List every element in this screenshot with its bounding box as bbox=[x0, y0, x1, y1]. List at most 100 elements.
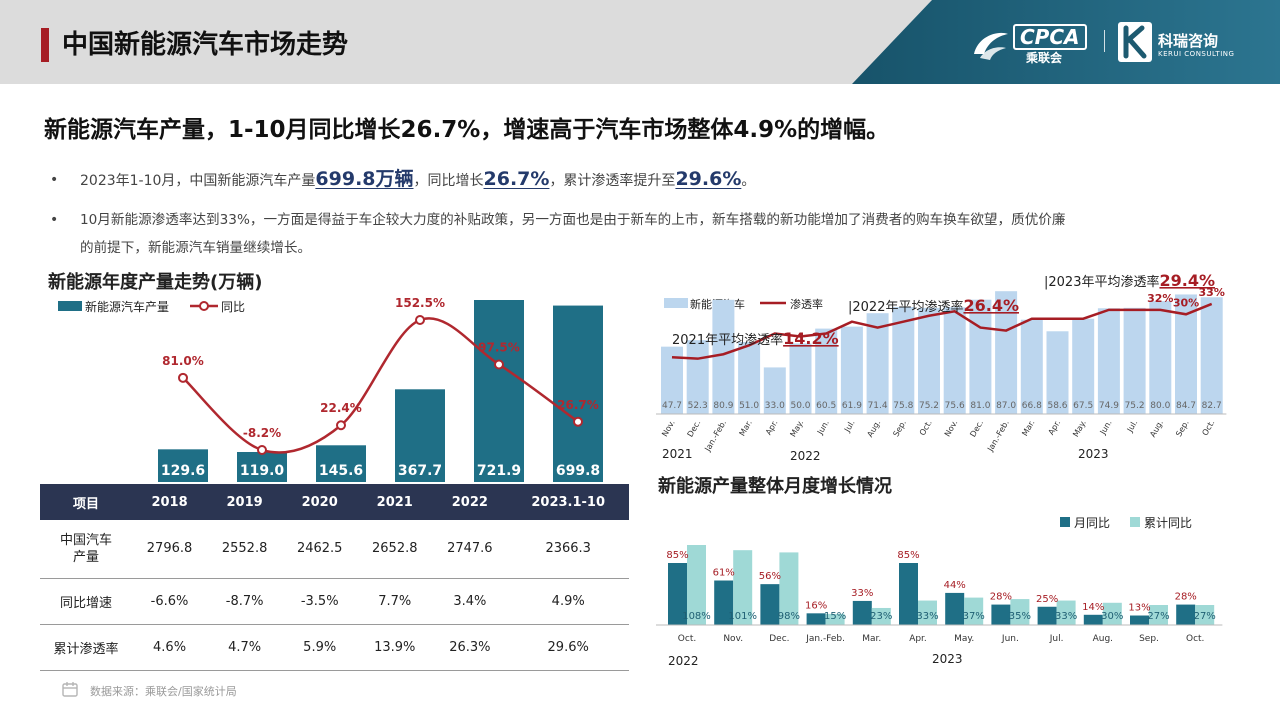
month-yoy-label: 61% bbox=[713, 568, 735, 579]
table-header: 项目 bbox=[40, 484, 132, 520]
nev-bar-label: 74.9 bbox=[1099, 401, 1119, 411]
month-yoy-label: 13% bbox=[1128, 603, 1150, 614]
production-bar-label: 367.7 bbox=[398, 463, 442, 479]
month-yoy-label: 14% bbox=[1082, 602, 1104, 613]
month-tick-label: Aug. bbox=[1093, 634, 1113, 644]
nev-bar-label: 47.7 bbox=[662, 401, 682, 411]
cumulative-yoy-label: 37% bbox=[963, 611, 985, 622]
nev-bar bbox=[1175, 294, 1197, 414]
annual-chart-title: 新能源年度产量走势(万辆) bbox=[48, 272, 263, 293]
bullet-1-part: ，同比增长 bbox=[413, 173, 484, 189]
bullet-dot: • bbox=[50, 212, 59, 228]
bullet-1-part: ，累计渗透率提升至 bbox=[549, 173, 676, 189]
monthly-penetration-chart: 新能源汽车渗透率47.7Nov.52.3Dec.80.9Jan.-Feb.51.… bbox=[656, 272, 1227, 462]
month-tick-label: Jun. bbox=[1001, 634, 1019, 644]
month-tick-label: Oct. bbox=[1200, 419, 1216, 438]
yoy-label: 26.7% bbox=[557, 398, 599, 412]
month-yoy-bar bbox=[714, 580, 734, 625]
table-cell: 13.9% bbox=[357, 624, 433, 671]
month-tick-label: Mar. bbox=[862, 634, 881, 644]
table-header: 2021 bbox=[357, 484, 433, 520]
nev-bar-label: 75.8 bbox=[893, 401, 913, 411]
avg-penetration-2023: |2023年平均渗透率29.4% bbox=[1044, 272, 1215, 290]
month-tick-label: Jun. bbox=[815, 419, 831, 437]
production-bar bbox=[474, 300, 524, 482]
month-yoy-label: 44% bbox=[944, 580, 966, 591]
nev-bar bbox=[1200, 297, 1223, 414]
table-cell: 5.9% bbox=[282, 624, 358, 671]
year-label: 2021 bbox=[662, 447, 693, 461]
month-yoy-bar bbox=[1176, 604, 1196, 625]
table-header-row: 项目 2018 2019 2020 2021 2022 2023.1-10 bbox=[40, 484, 629, 520]
highlight-penetration: 29.6% bbox=[675, 168, 742, 190]
bullet-2-line-1: 10月新能源渗透率达到33%，一方面是得益于车企较大力度的补贴政策，另一方面也是… bbox=[80, 212, 1066, 228]
month-yoy-label: 28% bbox=[1175, 592, 1197, 603]
table-cell: 2366.3 bbox=[507, 520, 629, 579]
avg-penetration-2022: |2022年平均渗透率26.4% bbox=[848, 296, 1019, 315]
legend-cumulative-swatch bbox=[1130, 517, 1140, 527]
calendar-icon bbox=[62, 682, 78, 697]
headline: 新能源汽车产量，1-10月同比增长26.7%，增速高于汽车市场整体4.9%的增幅… bbox=[44, 117, 890, 143]
nev-bar bbox=[866, 313, 889, 414]
month-yoy-label: 25% bbox=[1036, 594, 1058, 605]
penetration-line bbox=[671, 302, 1213, 360]
legend-line-label: 渗透率 bbox=[790, 297, 823, 311]
table-cell: 29.6% bbox=[507, 624, 629, 671]
table-cell: 4.9% bbox=[507, 578, 629, 625]
month-tick-label: May. bbox=[954, 634, 974, 644]
title-marker bbox=[41, 28, 49, 62]
table-cell: -6.6% bbox=[132, 578, 208, 625]
nev-bar-label: 52.3 bbox=[688, 401, 708, 411]
kerui-logo-cn: 科瑞咨询 bbox=[1158, 32, 1219, 50]
table-row: 累计渗透率 4.6% 4.7% 5.9% 13.9% 26.3% 29.6% bbox=[40, 624, 629, 671]
yoy-label: 152.5% bbox=[395, 296, 445, 310]
nev-bar bbox=[995, 291, 1018, 414]
nev-bar-label: 80.0 bbox=[1150, 401, 1170, 411]
month-yoy-label: 16% bbox=[805, 600, 827, 611]
nev-bar bbox=[789, 343, 812, 414]
table-header: 2018 bbox=[132, 484, 208, 520]
nev-bar-label: 51.0 bbox=[739, 401, 759, 411]
month-tick-label: Apr. bbox=[909, 634, 927, 644]
cumulative-yoy-bar bbox=[779, 552, 799, 625]
nev-bar-label: 82.7 bbox=[1202, 401, 1222, 411]
cumulative-yoy-bar bbox=[687, 545, 706, 625]
table-cell: 7.7% bbox=[357, 578, 433, 625]
cumulative-yoy-label: 27% bbox=[1194, 611, 1216, 622]
month-tick-label: Jan.-Feb. bbox=[805, 634, 845, 644]
nev-bar bbox=[1072, 318, 1095, 414]
production-bar bbox=[158, 449, 208, 482]
cpca-logo-text: CPCA bbox=[1013, 24, 1087, 50]
table-cell: 2652.8 bbox=[357, 520, 433, 579]
month-tick-label: Oct. bbox=[918, 419, 934, 438]
month-yoy-bar bbox=[945, 592, 965, 625]
cumulative-yoy-bar bbox=[964, 597, 984, 625]
nev-bar-label: 71.4 bbox=[868, 401, 888, 411]
cumulative-yoy-bar bbox=[1149, 605, 1168, 625]
legend-bar-swatch bbox=[664, 298, 688, 308]
month-yoy-label: 85% bbox=[666, 550, 688, 561]
cumulative-yoy-label: 27% bbox=[1147, 611, 1169, 622]
production-bar-label: 721.9 bbox=[477, 463, 521, 479]
cumulative-yoy-bar bbox=[1056, 600, 1076, 625]
row-label: 中国汽车 产量 bbox=[40, 520, 132, 579]
nev-bar bbox=[1149, 301, 1172, 414]
legend-month-label: 月同比 bbox=[1074, 516, 1110, 530]
month-yoy-label: 33% bbox=[851, 588, 873, 599]
nev-bar bbox=[840, 326, 863, 414]
month-yoy-bar bbox=[1083, 614, 1103, 625]
month-tick-label: Mar. bbox=[1020, 419, 1036, 438]
year-label: 2022 bbox=[790, 449, 821, 462]
nev-bar bbox=[918, 307, 940, 414]
month-yoy-label: 28% bbox=[990, 592, 1012, 603]
page-title: 中国新能源汽车市场走势 bbox=[62, 30, 349, 60]
year-label: 2022 bbox=[668, 654, 699, 668]
legend-bar-label: 新能源汽车产量 bbox=[85, 299, 169, 314]
table-cell: 3.4% bbox=[432, 578, 508, 625]
bullet-dot: • bbox=[50, 172, 59, 188]
month-yoy-bar bbox=[852, 600, 872, 625]
cpca-logo-cn: 乘联会 bbox=[1026, 51, 1063, 65]
production-bar bbox=[237, 451, 287, 482]
table-cell: -8.7% bbox=[207, 578, 283, 625]
month-tick-label: Dec. bbox=[769, 634, 789, 644]
